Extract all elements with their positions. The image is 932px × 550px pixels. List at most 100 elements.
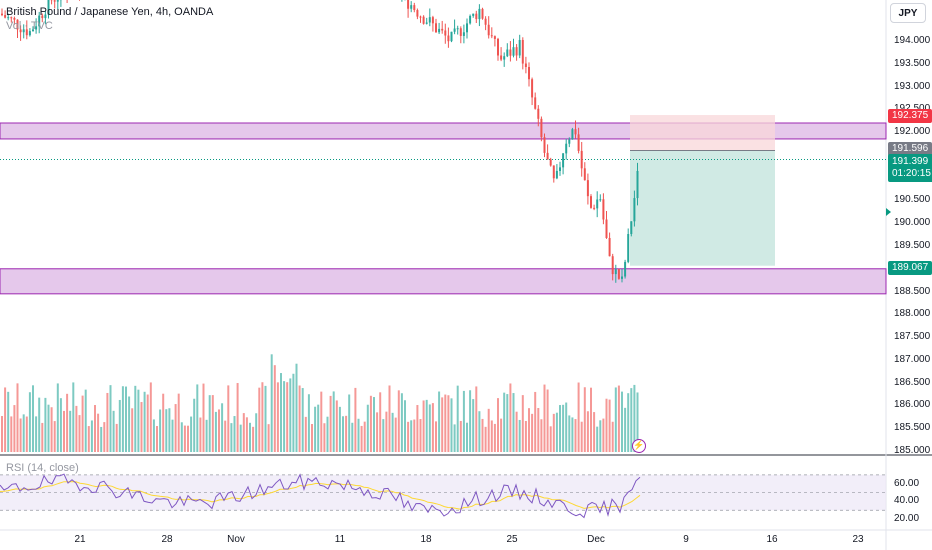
- volume-bar: [404, 400, 406, 452]
- time-tick-label: Nov: [227, 534, 245, 545]
- volume-bar: [611, 421, 614, 452]
- volume-bar: [354, 387, 357, 452]
- currency-button[interactable]: JPY: [890, 3, 926, 23]
- volume-bar: [608, 399, 611, 452]
- candle-body: [574, 129, 577, 135]
- lower-zone: [0, 268, 887, 295]
- volume-bar: [97, 413, 100, 452]
- candle-body: [611, 256, 614, 275]
- volume-bar: [602, 418, 605, 452]
- volume-bar: [397, 390, 400, 452]
- volume-bar: [66, 393, 69, 452]
- volume-bar: [162, 393, 165, 452]
- lightning-icon[interactable]: ⚡: [632, 439, 646, 453]
- volume-bar: [32, 385, 34, 452]
- price-tick-label: 190.500: [894, 194, 931, 206]
- volume-bar: [351, 422, 354, 452]
- volume-bar: [171, 419, 174, 452]
- volume-bar: [456, 385, 459, 452]
- candle-body: [633, 198, 636, 222]
- volume-bar: [400, 393, 403, 452]
- volume-bar: [320, 391, 323, 452]
- volume-bar: [531, 413, 534, 452]
- volume-bar: [366, 404, 369, 452]
- candle-body: [580, 150, 583, 169]
- volume-bar: [338, 406, 341, 452]
- time-tick-label: 11: [334, 534, 346, 545]
- candle-body: [35, 26, 38, 30]
- volume-bar: [301, 388, 304, 452]
- volume-bar: [16, 383, 19, 452]
- candle-body: [428, 17, 431, 23]
- volume-bar: [487, 408, 490, 452]
- volume-bar: [143, 391, 146, 452]
- volume-bar: [112, 410, 115, 452]
- volume-bar: [416, 405, 419, 452]
- volume-bar: [528, 408, 530, 452]
- candle-body: [630, 221, 633, 235]
- price-tick-label: 187.000: [894, 353, 931, 365]
- candle-body: [487, 24, 490, 36]
- candle-body: [38, 15, 41, 27]
- volume-bar: [431, 403, 434, 452]
- volume-bar: [218, 409, 220, 452]
- time-tick-label: 9: [683, 534, 689, 545]
- candle-body: [590, 196, 592, 208]
- rsi-legend[interactable]: RSI (14, close): [6, 462, 79, 474]
- volume-bar: [459, 420, 462, 452]
- volume-bar: [410, 420, 413, 452]
- volume-bar: [270, 354, 273, 452]
- scroll-to-realtime-icon[interactable]: [886, 208, 891, 216]
- volume-bar: [379, 392, 382, 452]
- volume-bar: [605, 398, 608, 452]
- volume-bar: [208, 395, 211, 452]
- volume-bar: [236, 383, 239, 452]
- time-tick-label: 16: [766, 534, 778, 545]
- candle-body: [462, 32, 465, 36]
- candle-body: [583, 168, 586, 181]
- volume-bar: [586, 411, 589, 452]
- volume-bar: [227, 385, 230, 452]
- volume-bar: [509, 383, 512, 452]
- volume-bar: [78, 415, 81, 452]
- candle-body: [617, 269, 620, 279]
- candle-body: [555, 170, 558, 179]
- volume-bar: [249, 422, 251, 452]
- volume-bar: [580, 421, 583, 452]
- volume-bar: [512, 393, 515, 452]
- volume-bar: [478, 411, 481, 452]
- candle-body: [562, 153, 565, 168]
- price-tick-label: 189.500: [894, 240, 931, 251]
- volume-bar: [41, 422, 44, 452]
- volume-bar: [115, 423, 118, 452]
- volume-bar: [537, 408, 540, 452]
- volume-bar: [332, 391, 335, 452]
- volume-bar: [137, 389, 140, 452]
- volume-bar: [152, 419, 155, 452]
- volume-bar: [329, 395, 332, 452]
- symbol-legend[interactable]: British Pound / Japanese Yen, 4h, OANDA: [6, 6, 214, 18]
- time-tick-label: Dec: [587, 534, 605, 545]
- volume-bar: [149, 382, 152, 452]
- volume-bar: [50, 407, 53, 452]
- volume-bar: [214, 411, 217, 452]
- volume-bar: [239, 424, 242, 452]
- volume-bar: [283, 381, 286, 452]
- volume-bar: [128, 396, 131, 452]
- volume-legend[interactable]: Vol · TVC: [6, 20, 53, 32]
- volume-bar: [94, 405, 96, 452]
- target-price-tag: 192.375: [888, 109, 932, 123]
- volume-bar: [348, 394, 351, 452]
- candle-body: [413, 5, 416, 11]
- volume-bar: [134, 385, 137, 452]
- candle-body: [25, 29, 28, 36]
- volume-bar: [447, 395, 450, 452]
- candle-body: [500, 55, 503, 60]
- volume-bar: [462, 390, 465, 452]
- volume-bar: [59, 398, 62, 452]
- candle-body: [624, 261, 627, 277]
- candle-body: [621, 276, 623, 279]
- volume-bar: [35, 416, 38, 452]
